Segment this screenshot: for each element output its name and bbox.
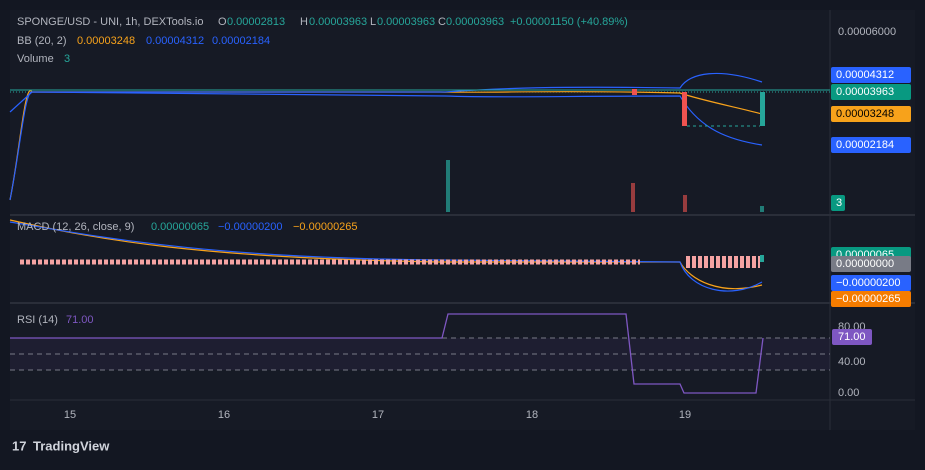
price-tag: 0.00000000: [836, 258, 894, 270]
change: +0.00001150 (+40.89%): [510, 16, 628, 28]
price-tag: 0.00003963: [836, 86, 894, 98]
tag-bg: [831, 275, 911, 291]
open: 0.00002813: [227, 16, 285, 28]
rsi-value: 71.00: [66, 314, 94, 326]
macd-signal: −0.00000265: [293, 221, 358, 233]
close: 0.00003963: [446, 16, 504, 28]
o-label: O: [218, 16, 227, 28]
time-label: 18: [526, 409, 538, 421]
logo-mark: 17: [12, 438, 26, 453]
time-label: 19: [679, 409, 691, 421]
price-tag: 0.00002184: [836, 139, 894, 151]
c-label: C: [438, 16, 446, 28]
rsi-label: RSI (14): [17, 314, 58, 326]
price-tag: 3: [836, 197, 842, 209]
macd-line: −0.00000200: [218, 221, 283, 233]
tag-bg: [831, 256, 911, 272]
brand: TradingView: [33, 438, 110, 453]
tag-bg: [831, 195, 845, 211]
tag-bg: [831, 84, 911, 100]
time-label: 15: [64, 409, 76, 421]
macd-hist: 0.00000065: [151, 221, 209, 233]
symbol: SPONGE/USD - UNI, 1h, DEXTools.io: [17, 16, 203, 28]
axis-tags: 0.00004312 0.00003963 0.00003248 0.00002184…: [831, 67, 911, 307]
price-tick: 0.00006000: [838, 26, 896, 38]
volume: 3: [64, 53, 70, 65]
time-label: 17: [372, 409, 384, 421]
tag-bg: [831, 291, 911, 307]
tag-bg: [831, 106, 911, 122]
macd-label: MACD (12, 26, close, 9): [17, 221, 134, 233]
time-axis: 15 16 17 18 19: [64, 409, 691, 421]
legend: SPONGE/USD - UNI, 1h, DEXTools.io O 0.00…: [17, 16, 628, 326]
bb-upper: 0.00004312: [146, 35, 204, 47]
rsi-tick: 0.00: [838, 387, 859, 399]
price-tag: −0.00000200: [836, 277, 901, 289]
price-tag: 0.00003248: [836, 108, 894, 120]
volume-label: Volume: [17, 53, 54, 65]
price-tag: 0.00004312: [836, 69, 894, 81]
price-tag: −0.00000265: [836, 293, 901, 305]
rsi-tag: 71.00: [838, 331, 866, 343]
bb-label: BB (20, 2): [17, 35, 67, 47]
high: 0.00003963: [309, 16, 367, 28]
rsi-tick: 40.00: [838, 356, 866, 368]
bb-lower: 0.00002184: [212, 35, 270, 47]
time-label: 16: [218, 409, 230, 421]
tag-bg: [831, 137, 911, 153]
low: 0.00003963: [377, 16, 435, 28]
h-label: H: [300, 16, 308, 28]
bb-basis: 0.00003248: [77, 35, 135, 47]
l-label: L: [370, 16, 376, 28]
tag-bg: [831, 67, 911, 83]
